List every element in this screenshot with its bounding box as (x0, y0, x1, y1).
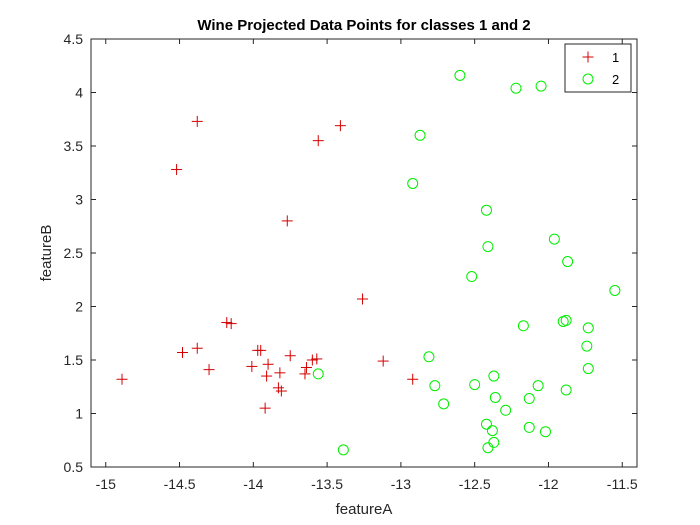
data-point-class-1 (377, 355, 389, 367)
data-point-class-1 (259, 402, 271, 414)
data-point-class-2 (548, 233, 560, 245)
data-point-class-2 (469, 379, 481, 391)
data-point-class-2 (560, 384, 572, 396)
x-tick-label: -11.5 (607, 476, 638, 492)
data-point-class-1 (246, 360, 258, 372)
legend-box (564, 43, 632, 93)
data-point-class-2 (407, 177, 419, 189)
x-tick-label: -13 (391, 476, 411, 492)
data-point-class-2 (337, 444, 349, 456)
data-point-class-2 (535, 80, 547, 92)
data-point-class-1 (191, 115, 203, 127)
data-point-class-1 (171, 164, 183, 176)
data-point-class-2 (540, 426, 552, 438)
y-axis-label: featureB (38, 225, 55, 282)
x-tick-label: -13.5 (311, 476, 343, 492)
data-point-class-2 (489, 391, 501, 403)
legend-marker-2 (582, 73, 594, 85)
data-point-class-2 (609, 284, 621, 296)
data-point-class-1 (191, 342, 203, 354)
chart-title: Wine Projected Data Points for classes 1… (197, 17, 530, 34)
data-point-class-2 (560, 314, 572, 326)
y-tick-label: 1 (75, 406, 83, 422)
data-point-class-2 (429, 380, 441, 392)
y-tick-label: 3 (75, 192, 83, 208)
data-point-class-1 (300, 361, 312, 373)
legend-label: 1 (612, 50, 619, 65)
data-point-class-2 (454, 69, 466, 81)
data-point-class-1 (281, 215, 293, 227)
data-point-class-2 (480, 418, 492, 430)
data-point-class-1 (274, 367, 286, 379)
data-point-class-1 (203, 364, 215, 376)
data-point-class-1 (221, 317, 233, 329)
y-tick-label: 1.5 (64, 352, 84, 368)
x-axis-label: featureA (336, 501, 393, 518)
data-point-class-2 (414, 129, 426, 141)
data-point-class-2 (488, 370, 500, 382)
data-point-class-1 (255, 344, 267, 356)
data-point-class-2 (312, 368, 324, 380)
legend: 12 (564, 43, 632, 93)
data-point-class-2 (500, 404, 512, 416)
data-point-class-1 (116, 373, 128, 385)
data-point-class-2 (423, 351, 435, 363)
data-point-class-2 (517, 320, 529, 332)
data-point-class-1 (176, 347, 188, 359)
data-point-class-1 (407, 373, 419, 385)
y-tick-label: 4.5 (64, 31, 84, 47)
data-point-class-2 (438, 398, 450, 410)
x-tick-label: -12.5 (459, 476, 491, 492)
legend-items: 12 (582, 50, 619, 87)
x-tick-label: -14 (243, 476, 263, 492)
data-point-class-2 (581, 340, 593, 352)
y-tick-label: 4 (75, 85, 83, 101)
data-points (116, 69, 621, 456)
series-1 (116, 115, 419, 414)
y-tick-label: 2 (75, 299, 83, 315)
data-point-class-1 (261, 370, 273, 382)
data-point-class-2 (482, 442, 494, 454)
y-tick-label: 0.5 (64, 459, 84, 475)
data-point-class-1 (275, 385, 287, 397)
data-point-class-2 (523, 393, 535, 405)
data-point-class-2 (523, 421, 535, 433)
data-point-class-1 (334, 120, 346, 132)
data-point-class-1 (357, 293, 369, 305)
data-point-class-1 (299, 368, 311, 380)
data-point-class-2 (582, 322, 594, 334)
data-point-class-1 (306, 354, 318, 366)
data-point-class-2 (466, 271, 478, 283)
y-tick-label: 3.5 (64, 138, 84, 154)
axis-ticks: -15 -14.5 -14 -13.5 -13 -12.5 -12 -11.5 0.5 1 1.5 2… (64, 31, 638, 492)
data-point-class-2 (480, 204, 492, 216)
data-point-class-1 (311, 353, 323, 365)
data-point-class-1 (284, 350, 296, 362)
x-tick-label: -15 (96, 476, 116, 492)
plot-area (90, 38, 638, 468)
data-point-class-2 (562, 256, 574, 268)
data-point-class-2 (582, 363, 594, 375)
y-tick-label: 2.5 (64, 245, 84, 261)
data-point-class-2 (486, 425, 498, 437)
legend-label: 2 (612, 72, 619, 87)
data-point-class-1 (312, 135, 324, 147)
data-point-class-1 (225, 318, 237, 330)
x-tick-label: -12 (538, 476, 558, 492)
data-point-class-2 (510, 82, 522, 94)
x-tick-label: -14.5 (164, 476, 196, 492)
data-point-class-1 (262, 358, 274, 370)
series-2 (312, 69, 621, 456)
data-point-class-2 (532, 380, 544, 392)
data-point-class-2 (482, 241, 494, 253)
legend-marker-1 (582, 51, 594, 63)
